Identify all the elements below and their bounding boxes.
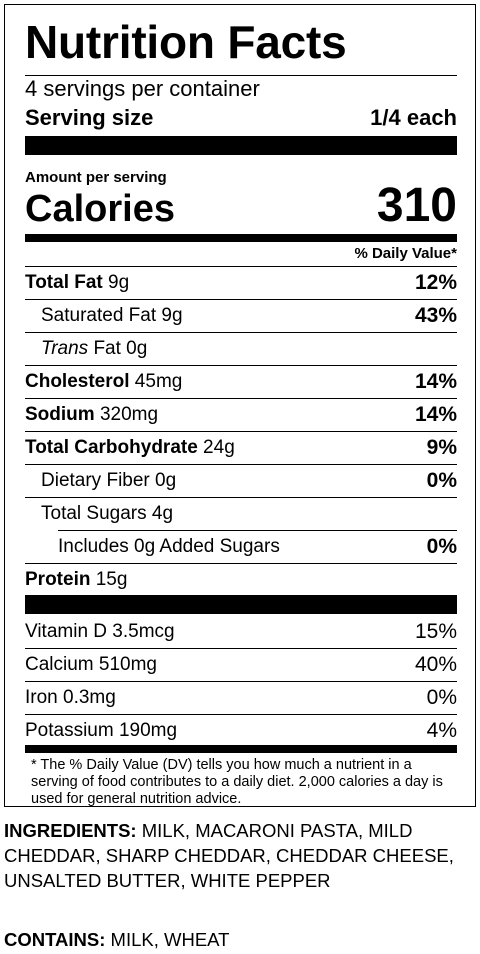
medium-divider — [25, 234, 457, 242]
divider — [25, 398, 457, 399]
nutrient-row-cholesterol: Cholesterol 45mg 14% — [25, 366, 457, 398]
nutrient-name: Total Fat — [25, 272, 103, 293]
nutrition-facts-panel: Nutrition Facts 4 servings per container… — [4, 4, 476, 807]
divider — [25, 332, 457, 333]
vitamin-name: Potassium 190mg — [25, 720, 178, 741]
nutrient-row-sodium: Sodium 320mg 14% — [25, 399, 457, 431]
nutrient-name: Total Sugars 4g — [41, 503, 174, 524]
serving-size-label: Serving size — [25, 105, 154, 130]
nutrient-amount: 24g — [197, 437, 235, 458]
medium-divider — [25, 745, 457, 753]
nutrient-row-saturated-fat: Saturated Fat 9g 43% — [25, 300, 457, 332]
nutrient-list: Total Fat 9g 12% Saturated Fat 9g 43% Tr… — [25, 267, 457, 596]
vitamin-name: Vitamin D 3.5mcg — [25, 621, 175, 642]
divider — [25, 464, 457, 465]
nutrient-row-total-fat: Total Fat 9g 12% — [25, 267, 457, 299]
contains-text: MILK, WHEAT — [105, 929, 230, 950]
vitamin-row: Vitamin D 3.5mcg 15% — [25, 616, 457, 648]
ingredients-label: INGREDIENTS: — [4, 820, 137, 841]
vitamin-row: Calcium 510mg 40% — [25, 649, 457, 681]
nutrient-percent: 0% — [426, 535, 457, 558]
nutrient-amount: 9g — [102, 272, 130, 293]
ingredients-text: MILK, MACARONI PASTA, MILD CHEDDAR, SHAR… — [4, 820, 454, 891]
vitamin-percent: 0% — [426, 686, 457, 709]
nutrient-amount: 15g — [90, 569, 128, 590]
daily-value-header: % Daily Value* — [354, 245, 457, 262]
nutrient-row-total-sugars: Total Sugars 4g — [25, 498, 457, 530]
amount-per-serving: Amount per serving — [25, 169, 167, 186]
divider — [25, 266, 457, 267]
divider — [25, 365, 457, 366]
nutrient-percent: 43% — [414, 304, 457, 327]
divider — [25, 648, 457, 649]
thick-divider — [25, 595, 457, 614]
divider — [25, 75, 457, 76]
divider — [25, 681, 457, 682]
nutrient-percent: 14% — [414, 403, 457, 426]
contains-label: CONTAINS: — [4, 929, 106, 950]
divider — [25, 431, 457, 432]
divider — [25, 497, 457, 498]
calories-label: Calories — [25, 188, 175, 230]
vitamin-percent: 15% — [414, 620, 457, 643]
serving-size-row: Serving size 1/4 each — [25, 104, 457, 132]
nutrient-name: Fat 0g — [88, 338, 148, 359]
calories-value: 310 — [376, 179, 457, 232]
nutrient-name: Protein — [25, 569, 91, 590]
nutrient-name: Includes 0g Added Sugars — [58, 536, 280, 557]
nutrient-amount: 320mg — [94, 404, 159, 425]
ingredients-statement: INGREDIENTS: MILK, MACARONI PASTA, MILD … — [4, 818, 472, 893]
daily-value-footnote: * The % Daily Value (DV) tells you how m… — [31, 757, 443, 807]
divider — [25, 714, 457, 715]
nutrient-row-dietary-fiber: Dietary Fiber 0g 0% — [25, 465, 457, 497]
nutrient-name: Total Carbohydrate — [25, 437, 198, 458]
nutrient-amount: 45mg — [129, 371, 183, 392]
vitamin-row: Potassium 190mg 4% — [25, 715, 457, 747]
servings-per-container: 4 servings per container — [25, 76, 260, 101]
nutrient-percent: 14% — [414, 370, 457, 393]
nutrient-name: Sodium — [25, 404, 95, 425]
nutrient-percent: 9% — [426, 436, 457, 459]
serving-size-value: 1/4 each — [370, 105, 457, 130]
nutrient-row-added-sugars: Includes 0g Added Sugars 0% — [25, 531, 457, 563]
nutrient-row-total-carbohydrate: Total Carbohydrate 24g 9% — [25, 432, 457, 464]
divider — [25, 563, 457, 564]
calories-row: Calories 310 — [25, 181, 457, 231]
vitamin-row: Iron 0.3mg 0% — [25, 682, 457, 714]
nutrient-percent: 0% — [426, 469, 457, 492]
nutrition-title: Nutrition Facts — [25, 16, 347, 68]
nutrient-row-protein: Protein 15g — [25, 564, 457, 596]
nutrient-name: Saturated Fat 9g — [41, 305, 183, 326]
divider — [58, 530, 457, 531]
thick-divider — [25, 136, 457, 155]
nutrient-name: Dietary Fiber 0g — [41, 470, 177, 491]
nutrient-name: Cholesterol — [25, 371, 130, 392]
vitamin-name: Iron 0.3mg — [25, 687, 116, 708]
nutrient-name-italic: Trans — [41, 338, 89, 359]
vitamin-percent: 4% — [426, 719, 457, 742]
vitamin-name: Calcium 510mg — [25, 654, 157, 675]
allergen-statement: CONTAINS: MILK, WHEAT — [4, 928, 472, 952]
vitamin-list: Vitamin D 3.5mcg 15% Calcium 510mg 40% I… — [25, 616, 457, 747]
nutrient-percent: 12% — [414, 271, 457, 294]
vitamin-percent: 40% — [414, 653, 457, 676]
nutrient-row-trans-fat: Trans Fat 0g — [25, 333, 457, 365]
divider — [25, 299, 457, 300]
